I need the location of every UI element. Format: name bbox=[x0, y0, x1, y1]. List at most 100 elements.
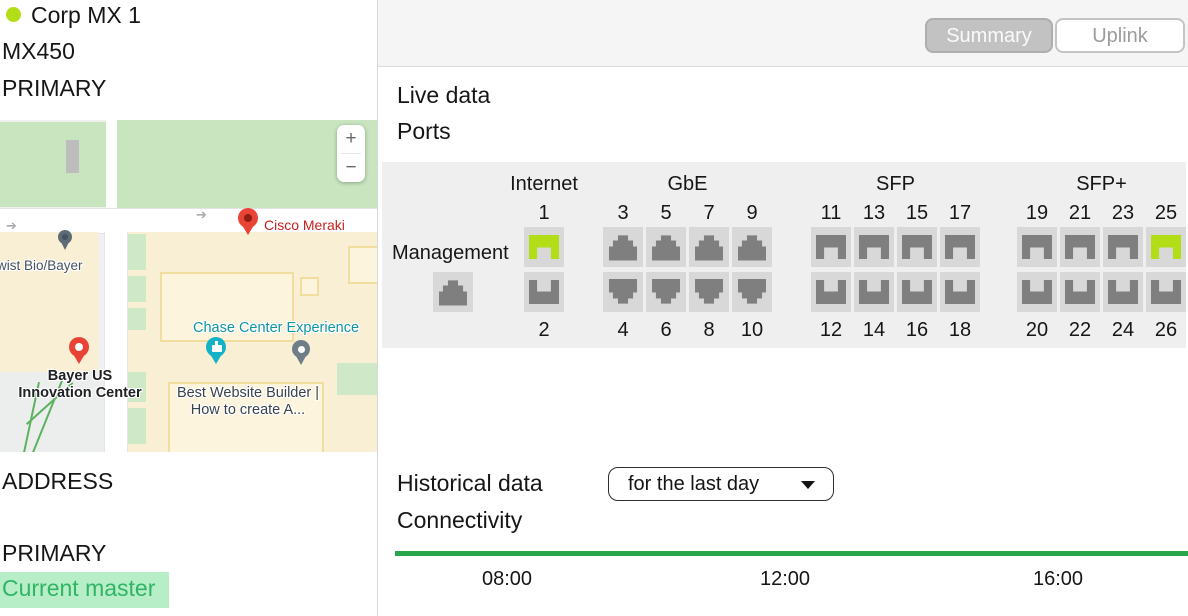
port-number: 7 bbox=[703, 202, 715, 224]
port-1[interactable] bbox=[524, 227, 564, 267]
port-icon bbox=[529, 280, 559, 304]
time-tick: 16:00 bbox=[1032, 568, 1084, 590]
port-number: 18 bbox=[948, 319, 972, 341]
map-pin-bayer[interactable] bbox=[69, 337, 89, 370]
port-16[interactable] bbox=[897, 272, 937, 312]
port-icon bbox=[609, 235, 637, 261]
port-23[interactable] bbox=[1103, 227, 1143, 267]
map-greenery bbox=[128, 276, 146, 302]
port-10[interactable] bbox=[732, 272, 772, 312]
primary-label: PRIMARY bbox=[2, 540, 107, 566]
port-22[interactable] bbox=[1060, 272, 1100, 312]
port-15[interactable] bbox=[897, 227, 937, 267]
port-icon bbox=[859, 235, 889, 259]
road-direction-icon: ➔ bbox=[6, 218, 17, 233]
tab-summary[interactable]: Summary bbox=[925, 18, 1053, 53]
port-12[interactable] bbox=[811, 272, 851, 312]
port-number: 1 bbox=[538, 202, 550, 224]
port-13[interactable] bbox=[854, 227, 894, 267]
map-pin-twist-bio[interactable] bbox=[58, 230, 72, 254]
port-11[interactable] bbox=[811, 227, 851, 267]
port-26[interactable] bbox=[1146, 272, 1186, 312]
map-label-chase-center: Chase Center Experience bbox=[193, 320, 360, 336]
device-model: MX450 bbox=[2, 38, 75, 64]
map-road bbox=[106, 120, 117, 208]
port-5[interactable] bbox=[646, 227, 686, 267]
port-icon bbox=[439, 280, 467, 306]
port-2[interactable] bbox=[524, 272, 564, 312]
port-8[interactable] bbox=[689, 272, 729, 312]
port-3[interactable] bbox=[603, 227, 643, 267]
port-14[interactable] bbox=[854, 272, 894, 312]
port-number: 2 bbox=[538, 319, 550, 341]
map-road bbox=[104, 232, 128, 452]
port-17[interactable] bbox=[940, 227, 980, 267]
map-poi-chase-center[interactable] bbox=[206, 337, 226, 370]
port-icon bbox=[609, 278, 637, 304]
port-4[interactable] bbox=[603, 272, 643, 312]
port-column: 11 12 bbox=[811, 202, 851, 341]
port-number: 14 bbox=[862, 319, 886, 341]
port-icon bbox=[738, 278, 766, 304]
management-port-slot bbox=[433, 272, 473, 312]
port-9[interactable] bbox=[732, 227, 772, 267]
port-7[interactable] bbox=[689, 227, 729, 267]
time-range-dropdown[interactable]: for the last day bbox=[608, 467, 834, 501]
device-sidebar: Corp MX 1 MX450 PRIMARY ➔ ➔ bbox=[0, 0, 378, 616]
port-18[interactable] bbox=[940, 272, 980, 312]
port-icon bbox=[945, 280, 975, 304]
map-greenery bbox=[128, 308, 146, 330]
ports-panel: Management Internet 1 2 GbE 3 4 5 6 7 8 9 10 SFP 11 12… bbox=[382, 162, 1186, 348]
port-icon bbox=[1065, 235, 1095, 259]
port-icon bbox=[1022, 280, 1052, 304]
map-zoom-in-button[interactable]: + bbox=[337, 125, 365, 153]
port-group-label: SFP+ bbox=[1076, 173, 1127, 195]
map-building bbox=[300, 277, 319, 296]
master-status-badge: Current master bbox=[0, 572, 170, 608]
time-tick: 08:00 bbox=[481, 568, 533, 590]
map-zoom-out-button[interactable]: − bbox=[337, 154, 365, 182]
port-column: 23 24 bbox=[1103, 202, 1143, 341]
map-pin-cisco-meraki[interactable] bbox=[238, 208, 258, 241]
port-row: 3 4 5 6 7 8 9 10 bbox=[603, 202, 772, 341]
port-management[interactable] bbox=[433, 272, 473, 312]
connectivity-status-bar[interactable] bbox=[395, 551, 1188, 556]
map-building bbox=[66, 140, 79, 173]
port-column: 19 20 bbox=[1017, 202, 1057, 341]
map-label-bayer: Bayer US Innovation Center bbox=[18, 368, 142, 401]
port-group-sfpplus: SFP+ 19 20 21 22 23 24 25 26 bbox=[1017, 173, 1186, 341]
map-pin-best-website[interactable] bbox=[292, 340, 310, 370]
map-greenery bbox=[128, 408, 146, 444]
port-icon bbox=[902, 235, 932, 259]
port-number: 17 bbox=[948, 202, 972, 224]
port-icon bbox=[1151, 280, 1181, 304]
location-map[interactable]: ➔ ➔ Cisco Meraki wist Bio/Bayer Chase Ce… bbox=[0, 120, 377, 452]
port-number: 5 bbox=[660, 202, 672, 224]
port-6[interactable] bbox=[646, 272, 686, 312]
map-label-cisco-meraki: Cisco Meraki bbox=[264, 217, 345, 233]
port-group-sfp: SFP 11 12 13 14 15 16 17 18 bbox=[811, 173, 980, 341]
port-number: 21 bbox=[1068, 202, 1092, 224]
divider bbox=[341, 153, 361, 154]
port-icon bbox=[652, 235, 680, 261]
tab-uplink[interactable]: Uplink bbox=[1055, 18, 1185, 53]
live-data-title: Live data bbox=[397, 82, 491, 108]
port-19[interactable] bbox=[1017, 227, 1057, 267]
map-block bbox=[0, 372, 104, 452]
port-icon bbox=[652, 278, 680, 304]
road-direction-icon: ➔ bbox=[196, 207, 207, 222]
map-building bbox=[160, 272, 294, 342]
port-25[interactable] bbox=[1146, 227, 1186, 267]
port-21[interactable] bbox=[1060, 227, 1100, 267]
port-24[interactable] bbox=[1103, 272, 1143, 312]
port-number: 20 bbox=[1025, 319, 1049, 341]
connectivity-title: Connectivity bbox=[397, 507, 523, 533]
port-icon bbox=[945, 235, 975, 259]
address-label: ADDRESS bbox=[2, 468, 114, 494]
port-icon bbox=[902, 280, 932, 304]
map-greenery bbox=[128, 372, 146, 402]
port-group-label: GbE bbox=[667, 173, 708, 195]
port-20[interactable] bbox=[1017, 272, 1057, 312]
port-icon bbox=[1065, 280, 1095, 304]
